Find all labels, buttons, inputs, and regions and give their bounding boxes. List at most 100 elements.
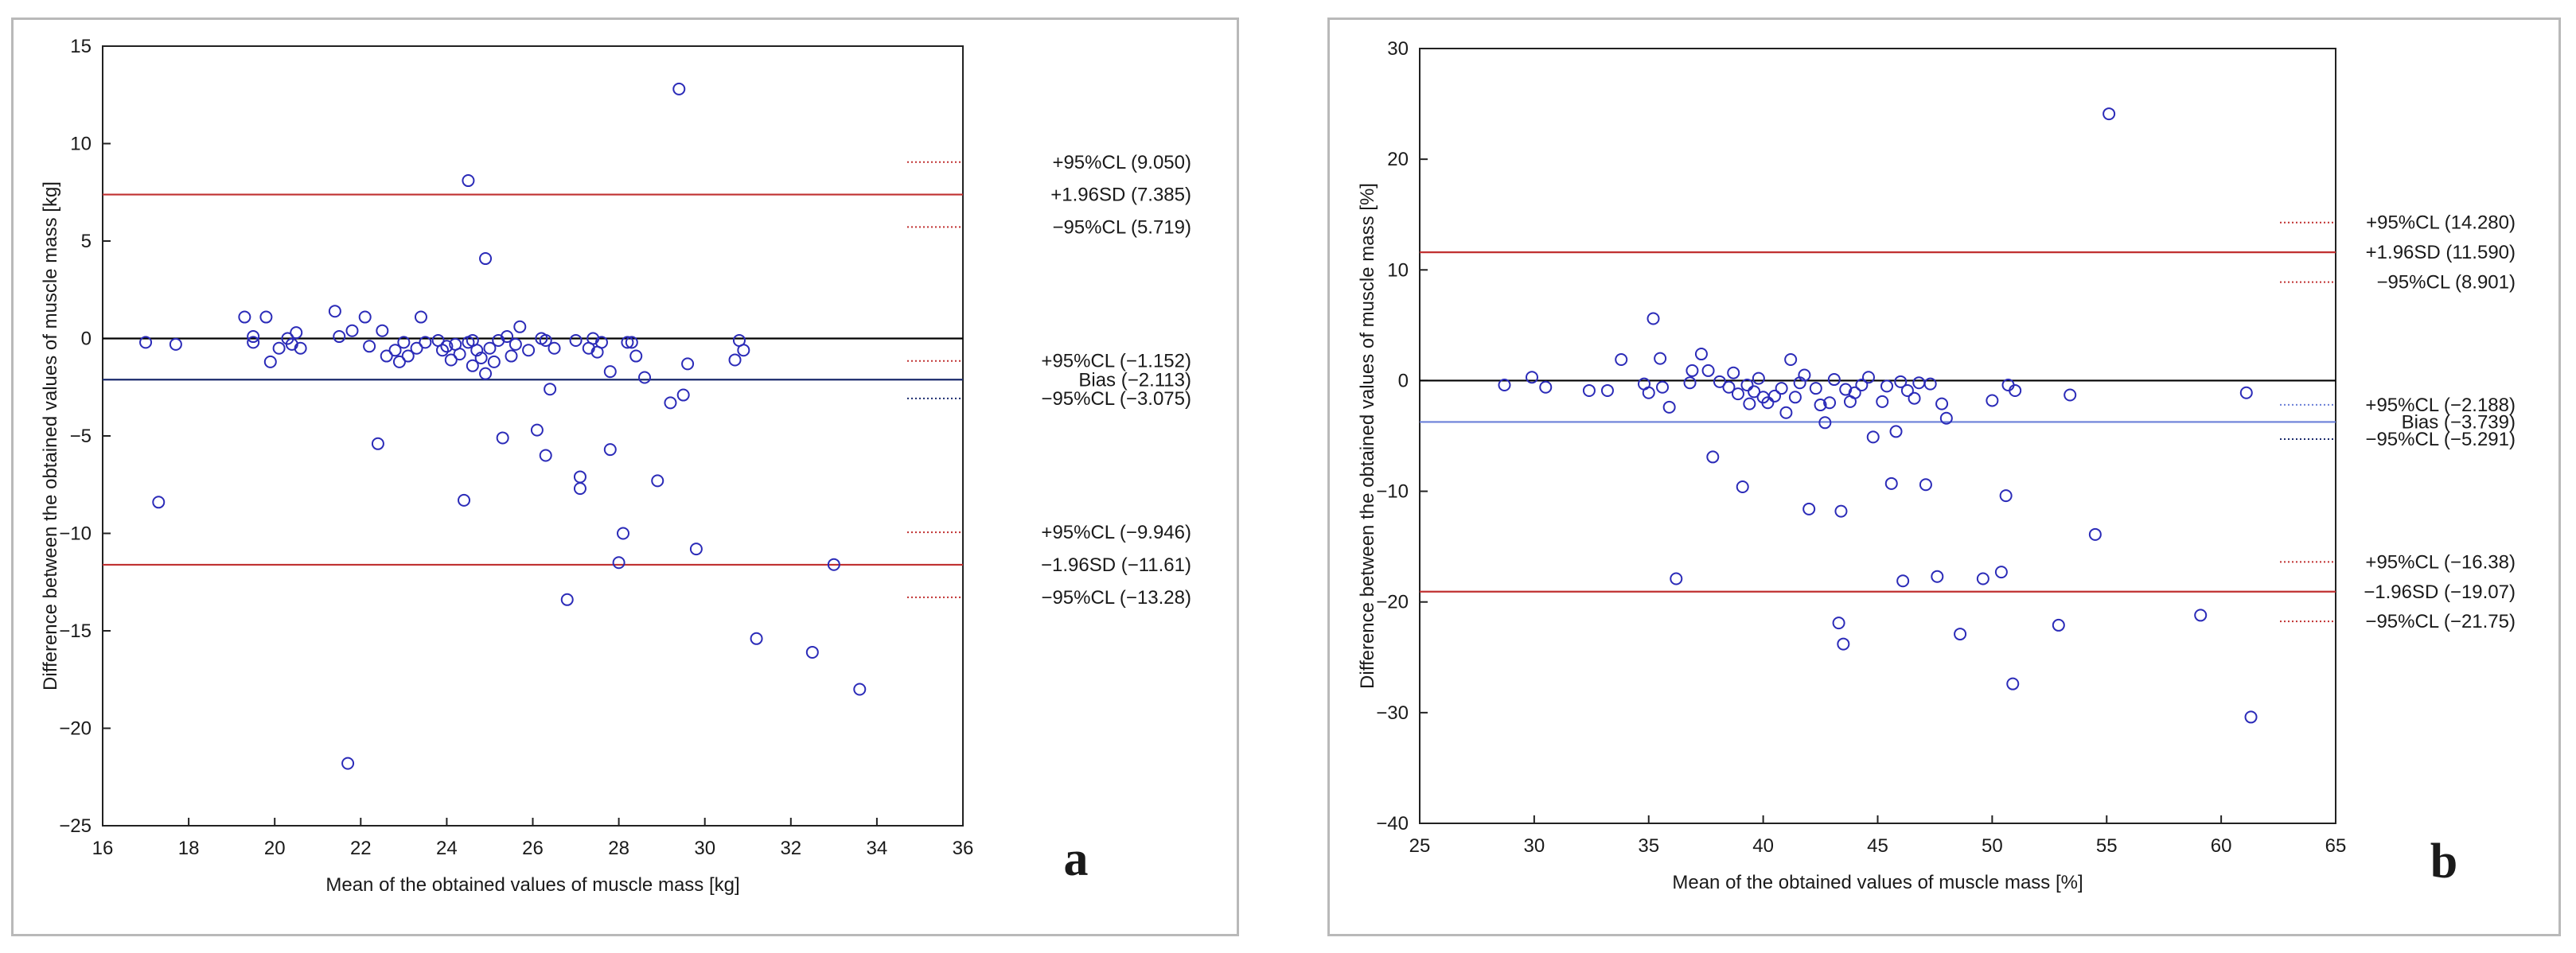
data-point [1768,389,1782,403]
data-point [152,496,166,509]
data-point [358,310,372,324]
data-point [466,359,479,372]
data-point [1855,378,1869,391]
data-point [1827,373,1841,387]
data-point [1722,380,1736,394]
data-point [2006,677,2020,690]
data-point [458,493,471,507]
data-point [2052,618,2065,632]
data-point [1701,364,1715,377]
data-point [1999,489,2013,503]
x-tick-label: 28 [608,838,629,859]
x-tick-label: 24 [436,838,458,859]
data-point [750,632,763,645]
data-point [1896,574,1910,588]
data-point [487,355,501,368]
data-point [2064,388,2077,402]
data-point [1976,572,1989,585]
data-point [1683,376,1697,390]
data-point [1615,352,1628,366]
x-tick-label: 20 [264,838,286,859]
limit-annotation: +95%CL (14.280) [2366,212,2516,234]
data-point [419,336,432,349]
data-point [1939,411,1953,425]
data-point [1798,368,1811,382]
limit-annotation: −1.96SD (−11.61) [1041,554,1191,576]
data-point [139,336,153,349]
limit-annotation: −95%CL (−21.75) [2365,611,2516,632]
data-point [544,383,557,396]
data-point [603,443,617,457]
data-point [1986,394,1999,407]
limit-annotation: +95%CL (9.050) [1052,152,1191,173]
data-point [560,593,574,606]
data-point [169,337,182,351]
data-point [1706,450,1720,464]
data-point [509,337,522,351]
data-point [333,330,346,344]
x-tick-label: 60 [2211,835,2232,857]
panel-label: a [1064,832,1089,886]
data-point [2009,383,2022,397]
x-tick-label: 32 [780,838,801,859]
data-point [1642,386,1655,399]
data-point [1600,383,1614,397]
data-point [681,357,695,371]
data-point [1686,364,1699,377]
data-point [2244,710,2258,724]
y-tick-label: 20 [1387,149,1409,170]
data-point [380,349,393,363]
data-point [410,341,423,355]
limit-annotation: +95%CL (−2.188) [2365,395,2516,416]
data-point [1802,502,1816,515]
y-tick-label: −10 [1376,481,1409,503]
data-point [496,431,509,445]
data-point [1889,425,1903,438]
data-point [294,341,307,355]
x-tick-label: 45 [1867,835,1888,857]
data-point [247,330,260,344]
x-tick-label: 65 [2325,835,2347,857]
data-point [474,352,488,364]
data-point [414,310,427,324]
y-axis-label: Difference between the obtained values o… [1357,183,1378,689]
data-point [530,423,544,437]
data-point [345,324,359,337]
limit-annotation: +1.96SD (7.385) [1050,185,1191,206]
data-point [462,174,475,188]
data-point [238,310,251,324]
data-point [522,344,536,357]
data-point [689,543,703,556]
data-point [401,349,415,363]
y-axis-label: Difference between the obtained values o… [40,181,61,690]
data-point [397,336,411,349]
y-tick-label: 10 [70,134,92,155]
data-point [672,82,686,95]
limit-annotation: −95%CL (−5.291) [2365,429,2516,450]
data-point [2194,609,2208,622]
data-point [483,341,497,355]
data-point [1809,382,1822,395]
data-point [1788,391,1802,404]
y-tick-label: −20 [59,718,92,740]
y-tick-label: −20 [1376,592,1409,613]
limit-annotation: Bias (−3.739) [2402,411,2516,433]
chart-panel-b: 25 30 35 40 45 50 55 60 65 30 20 10 0 −10 −20 −30 −40 Mea… [1327,18,2561,936]
data-point [853,683,867,696]
data-point [1834,504,1848,518]
panel-label: b [2430,834,2457,889]
limit-annotation: −95%CL (−3.075) [1041,388,1191,410]
data-point [1866,430,1880,444]
y-tick-label: 30 [1387,38,1409,60]
bland-altman-plot-percent: 25 30 35 40 45 50 55 60 65 30 20 10 0 −10 −20 −30 −40 Mea… [1357,38,2516,893]
data-point [1662,400,1676,414]
data-point [479,252,493,266]
data-point [827,558,840,571]
data-point [1880,379,1894,393]
y-tick-label: 0 [81,329,92,350]
data-point [513,320,527,333]
data-point [573,482,587,496]
data-point [728,353,742,367]
limit-annotation: −95%CL (−13.28) [1041,587,1191,609]
data-point [1670,572,1683,585]
